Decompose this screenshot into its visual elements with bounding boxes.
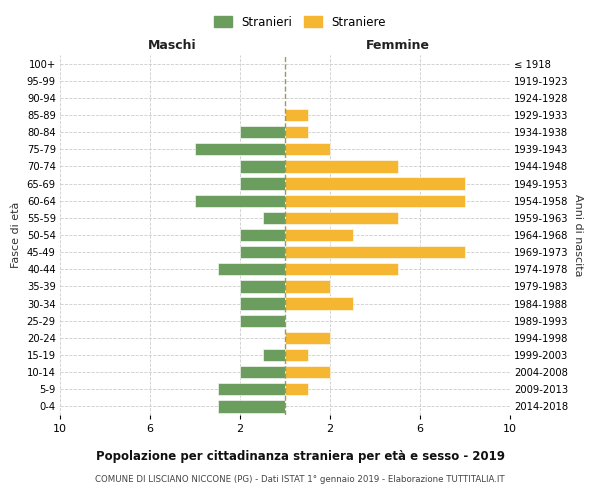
Bar <box>240 298 285 310</box>
Text: Maschi: Maschi <box>148 40 197 52</box>
Bar <box>285 126 308 138</box>
Bar <box>240 160 285 172</box>
Text: Femmine: Femmine <box>365 40 430 52</box>
Bar <box>218 263 285 276</box>
Bar <box>285 143 330 156</box>
Bar <box>263 212 285 224</box>
Text: Popolazione per cittadinanza straniera per età e sesso - 2019: Popolazione per cittadinanza straniera p… <box>95 450 505 463</box>
Bar <box>263 349 285 361</box>
Bar <box>285 212 398 224</box>
Bar <box>285 246 465 258</box>
Bar <box>240 366 285 378</box>
Bar <box>240 229 285 241</box>
Bar <box>218 400 285 412</box>
Bar <box>285 160 398 172</box>
Bar <box>285 229 353 241</box>
Bar <box>195 143 285 156</box>
Legend: Stranieri, Straniere: Stranieri, Straniere <box>212 14 388 31</box>
Bar <box>285 349 308 361</box>
Bar <box>240 246 285 258</box>
Bar <box>240 178 285 190</box>
Bar <box>240 280 285 292</box>
Bar <box>285 263 398 276</box>
Text: COMUNE DI LISCIANO NICCONE (PG) - Dati ISTAT 1° gennaio 2019 - Elaborazione TUTT: COMUNE DI LISCIANO NICCONE (PG) - Dati I… <box>95 475 505 484</box>
Bar <box>195 194 285 207</box>
Bar <box>285 109 308 121</box>
Y-axis label: Fasce di età: Fasce di età <box>11 202 21 268</box>
Bar <box>240 126 285 138</box>
Bar <box>240 314 285 327</box>
Bar <box>285 298 353 310</box>
Bar <box>218 383 285 396</box>
Bar <box>285 332 330 344</box>
Y-axis label: Anni di nascita: Anni di nascita <box>572 194 583 276</box>
Bar <box>285 194 465 207</box>
Bar <box>285 178 465 190</box>
Bar <box>285 366 330 378</box>
Bar <box>285 280 330 292</box>
Bar <box>285 383 308 396</box>
